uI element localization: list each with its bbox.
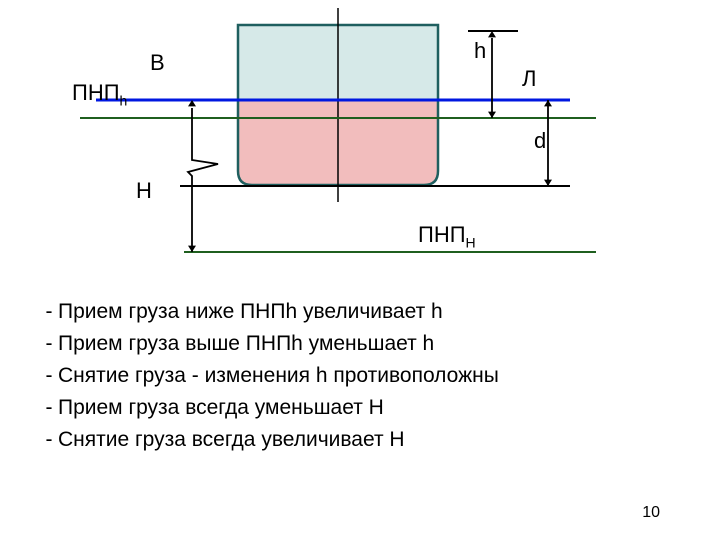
page-number: 10 [642,504,660,522]
bullet-list: - Прием груза ниже ПНПh увеличивает h - … [40,300,680,460]
bullet-marker: - [40,332,58,356]
label-H: Н [136,178,152,204]
label-PNPH: ПНПН [418,222,476,250]
bullet-text: Прием груза выше ПНПh уменьшает h [58,332,434,356]
bullet-marker: - [40,428,58,452]
bullet-text: Снятие груза всегда увеличивает H [58,428,405,452]
bullet-marker: - [40,300,58,324]
bullet-marker: - [40,364,58,388]
ship-diagram [0,0,720,300]
label-L: Л [522,66,536,92]
slide-canvas: В Л h d Н ПНПh ПНПН - Прием груза ниже П… [0,0,720,540]
label-h: h [474,38,486,64]
list-item: - Прием груза ниже ПНПh увеличивает h [40,300,680,324]
label-d: d [534,128,546,154]
list-item: - Прием груза выше ПНПh уменьшает h [40,332,680,356]
bullet-text: Прием груза всегда уменьшает H [58,396,384,420]
list-item: - Снятие груза всегда увеличивает H [40,428,680,452]
label-PNPh: ПНПh [72,80,127,108]
bullet-marker: - [40,396,58,420]
list-item: - Снятие груза - изменения h противополо… [40,364,680,388]
label-B: В [150,50,165,76]
bullet-text: Снятие груза - изменения h противоположн… [58,364,499,388]
bullet-text: Прием груза ниже ПНПh увеличивает h [58,300,443,324]
list-item: - Прием груза всегда уменьшает H [40,396,680,420]
